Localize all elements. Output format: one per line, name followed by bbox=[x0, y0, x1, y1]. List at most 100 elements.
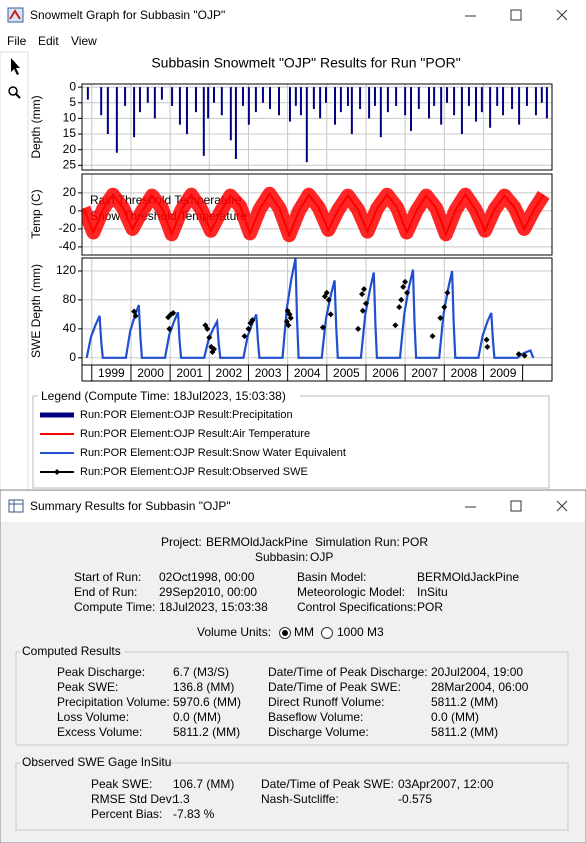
radio-m3[interactable] bbox=[321, 627, 333, 639]
field-label: Percent Bias: bbox=[91, 807, 162, 821]
field-value: 0.0 (MM) bbox=[173, 710, 221, 724]
series-line bbox=[82, 191, 545, 238]
legend-marker bbox=[54, 469, 60, 475]
zoom-tool[interactable] bbox=[8, 86, 21, 99]
observed-point bbox=[359, 291, 366, 298]
observed-point bbox=[515, 351, 522, 358]
series-group bbox=[85, 258, 535, 359]
menu-item[interactable]: Edit bbox=[38, 34, 59, 48]
series-group bbox=[82, 186, 550, 243]
observed-point bbox=[444, 289, 451, 296]
observed-point bbox=[392, 322, 399, 329]
observed-point bbox=[325, 296, 332, 303]
field-label: Volume Units: bbox=[197, 625, 271, 639]
y-tick-label: 80 bbox=[63, 292, 77, 306]
pointer-tool[interactable] bbox=[11, 58, 20, 75]
y-tick-label: 20 bbox=[63, 142, 77, 156]
app-icon bbox=[7, 7, 24, 23]
field-label: Precipitation Volume: bbox=[57, 695, 170, 709]
observed-point bbox=[441, 304, 448, 311]
y-tick-label: -40 bbox=[59, 239, 77, 253]
group-box bbox=[15, 651, 569, 746]
observed-point bbox=[319, 324, 326, 331]
fields: Start of Run: 02Oct1998, 00:00 End of Run:… bbox=[57, 570, 529, 821]
x-tick-label: 2001 bbox=[176, 366, 203, 380]
field-value: 03Apr2007, 12:00 bbox=[398, 777, 494, 791]
field-label: Peak Discharge: bbox=[57, 665, 145, 679]
plot-frame bbox=[81, 173, 553, 256]
field-label: Excess Volume: bbox=[57, 725, 142, 739]
legend-title-bg bbox=[38, 389, 300, 403]
observed-point bbox=[398, 296, 405, 303]
observed-point bbox=[283, 318, 290, 325]
x-tick-label: 2002 bbox=[216, 366, 243, 380]
plot-area bbox=[82, 84, 552, 170]
field-label: Loss Volume: bbox=[57, 710, 129, 724]
field-label: Date/Time of Peak SWE: bbox=[268, 680, 401, 694]
y-tick-label: 0 bbox=[69, 350, 76, 364]
y-tick-label: 0 bbox=[69, 203, 76, 217]
radio-label[interactable]: MM bbox=[294, 625, 314, 639]
field-value: 5811.2 (MM) bbox=[431, 725, 498, 739]
table-icon bbox=[8, 499, 24, 513]
field-label: Start of Run: bbox=[74, 570, 141, 584]
observed-point bbox=[132, 312, 139, 319]
radio-label[interactable]: 1000 M3 bbox=[337, 625, 384, 639]
observed-point bbox=[361, 286, 367, 293]
radio-mm[interactable] bbox=[279, 627, 291, 639]
observed-point bbox=[359, 307, 366, 314]
legend-label: Run:POR Element:OJP Result:Snow Water Eq… bbox=[80, 447, 346, 459]
observed-point bbox=[206, 334, 213, 341]
field-label: Project: bbox=[161, 535, 202, 549]
legend-title: Legend (Compute Time: 18Jul2023, 15:03:3… bbox=[41, 389, 286, 403]
chart-title: Subbasin Snowmelt "OJP" Results for Run … bbox=[151, 55, 460, 71]
observed-point bbox=[484, 343, 491, 350]
x-tick-label: 2003 bbox=[255, 366, 282, 380]
field-label: Date/Time of Peak SWE: bbox=[261, 777, 394, 791]
window-buttons[interactable] bbox=[465, 9, 568, 21]
observed-point bbox=[210, 346, 217, 353]
observed-point bbox=[287, 315, 294, 322]
summary-window bbox=[0, 489, 586, 843]
field-label: Simulation Run: bbox=[315, 535, 400, 549]
field-value: 5970.6 (MM) bbox=[173, 695, 241, 709]
field-label: Peak SWE: bbox=[91, 777, 152, 791]
y-tick-label: 40 bbox=[63, 321, 77, 335]
field-value: 20Jul2004, 19:00 bbox=[431, 665, 523, 679]
x-tick-label: 2006 bbox=[372, 366, 399, 380]
legend: Run:POR Element:OJP Result:Precipitation… bbox=[40, 409, 346, 478]
x-tick-label: 2009 bbox=[490, 366, 517, 380]
x-tick-label: 2004 bbox=[294, 366, 321, 380]
field-value: POR bbox=[417, 600, 443, 614]
field-value: 28Mar2004, 06:00 bbox=[431, 680, 529, 694]
y-tick-label: 15 bbox=[63, 126, 77, 140]
menu-item[interactable]: File bbox=[7, 34, 27, 48]
group-title-bg bbox=[20, 645, 124, 659]
field-value: BERMOldJackPine bbox=[206, 535, 308, 549]
series-group bbox=[86, 87, 548, 163]
observed-point bbox=[521, 352, 528, 359]
field-value: 6.7 (M3/S) bbox=[173, 665, 229, 679]
field-value: -7.83 % bbox=[173, 807, 215, 821]
summary-titlebar bbox=[1, 491, 585, 522]
y-tick-label: 0 bbox=[69, 79, 76, 93]
observed-point bbox=[437, 315, 444, 322]
field-label: Control Specifications: bbox=[297, 600, 416, 614]
window-buttons[interactable] bbox=[465, 500, 568, 512]
field-value: BERMOldJackPine bbox=[417, 570, 519, 584]
field-label: End of Run: bbox=[74, 585, 137, 599]
legend-label: Run:POR Element:OJP Result:Precipitation bbox=[80, 409, 293, 421]
field-value: POR bbox=[402, 535, 428, 549]
observed-point bbox=[404, 289, 411, 296]
window-title: Snowmelt Graph for Subbasin "OJP" bbox=[30, 8, 225, 22]
menu-item[interactable]: View bbox=[71, 34, 97, 48]
plot-frame bbox=[81, 83, 553, 171]
field-value: 0.0 (MM) bbox=[431, 710, 479, 724]
field-value: 5811.2 (MM) bbox=[431, 695, 498, 709]
field-label: RMSE Std Dev: bbox=[91, 792, 175, 806]
observed-point bbox=[402, 278, 409, 285]
observed-point bbox=[245, 325, 252, 332]
group-title: Observed SWE Gage InSitu bbox=[22, 755, 171, 769]
